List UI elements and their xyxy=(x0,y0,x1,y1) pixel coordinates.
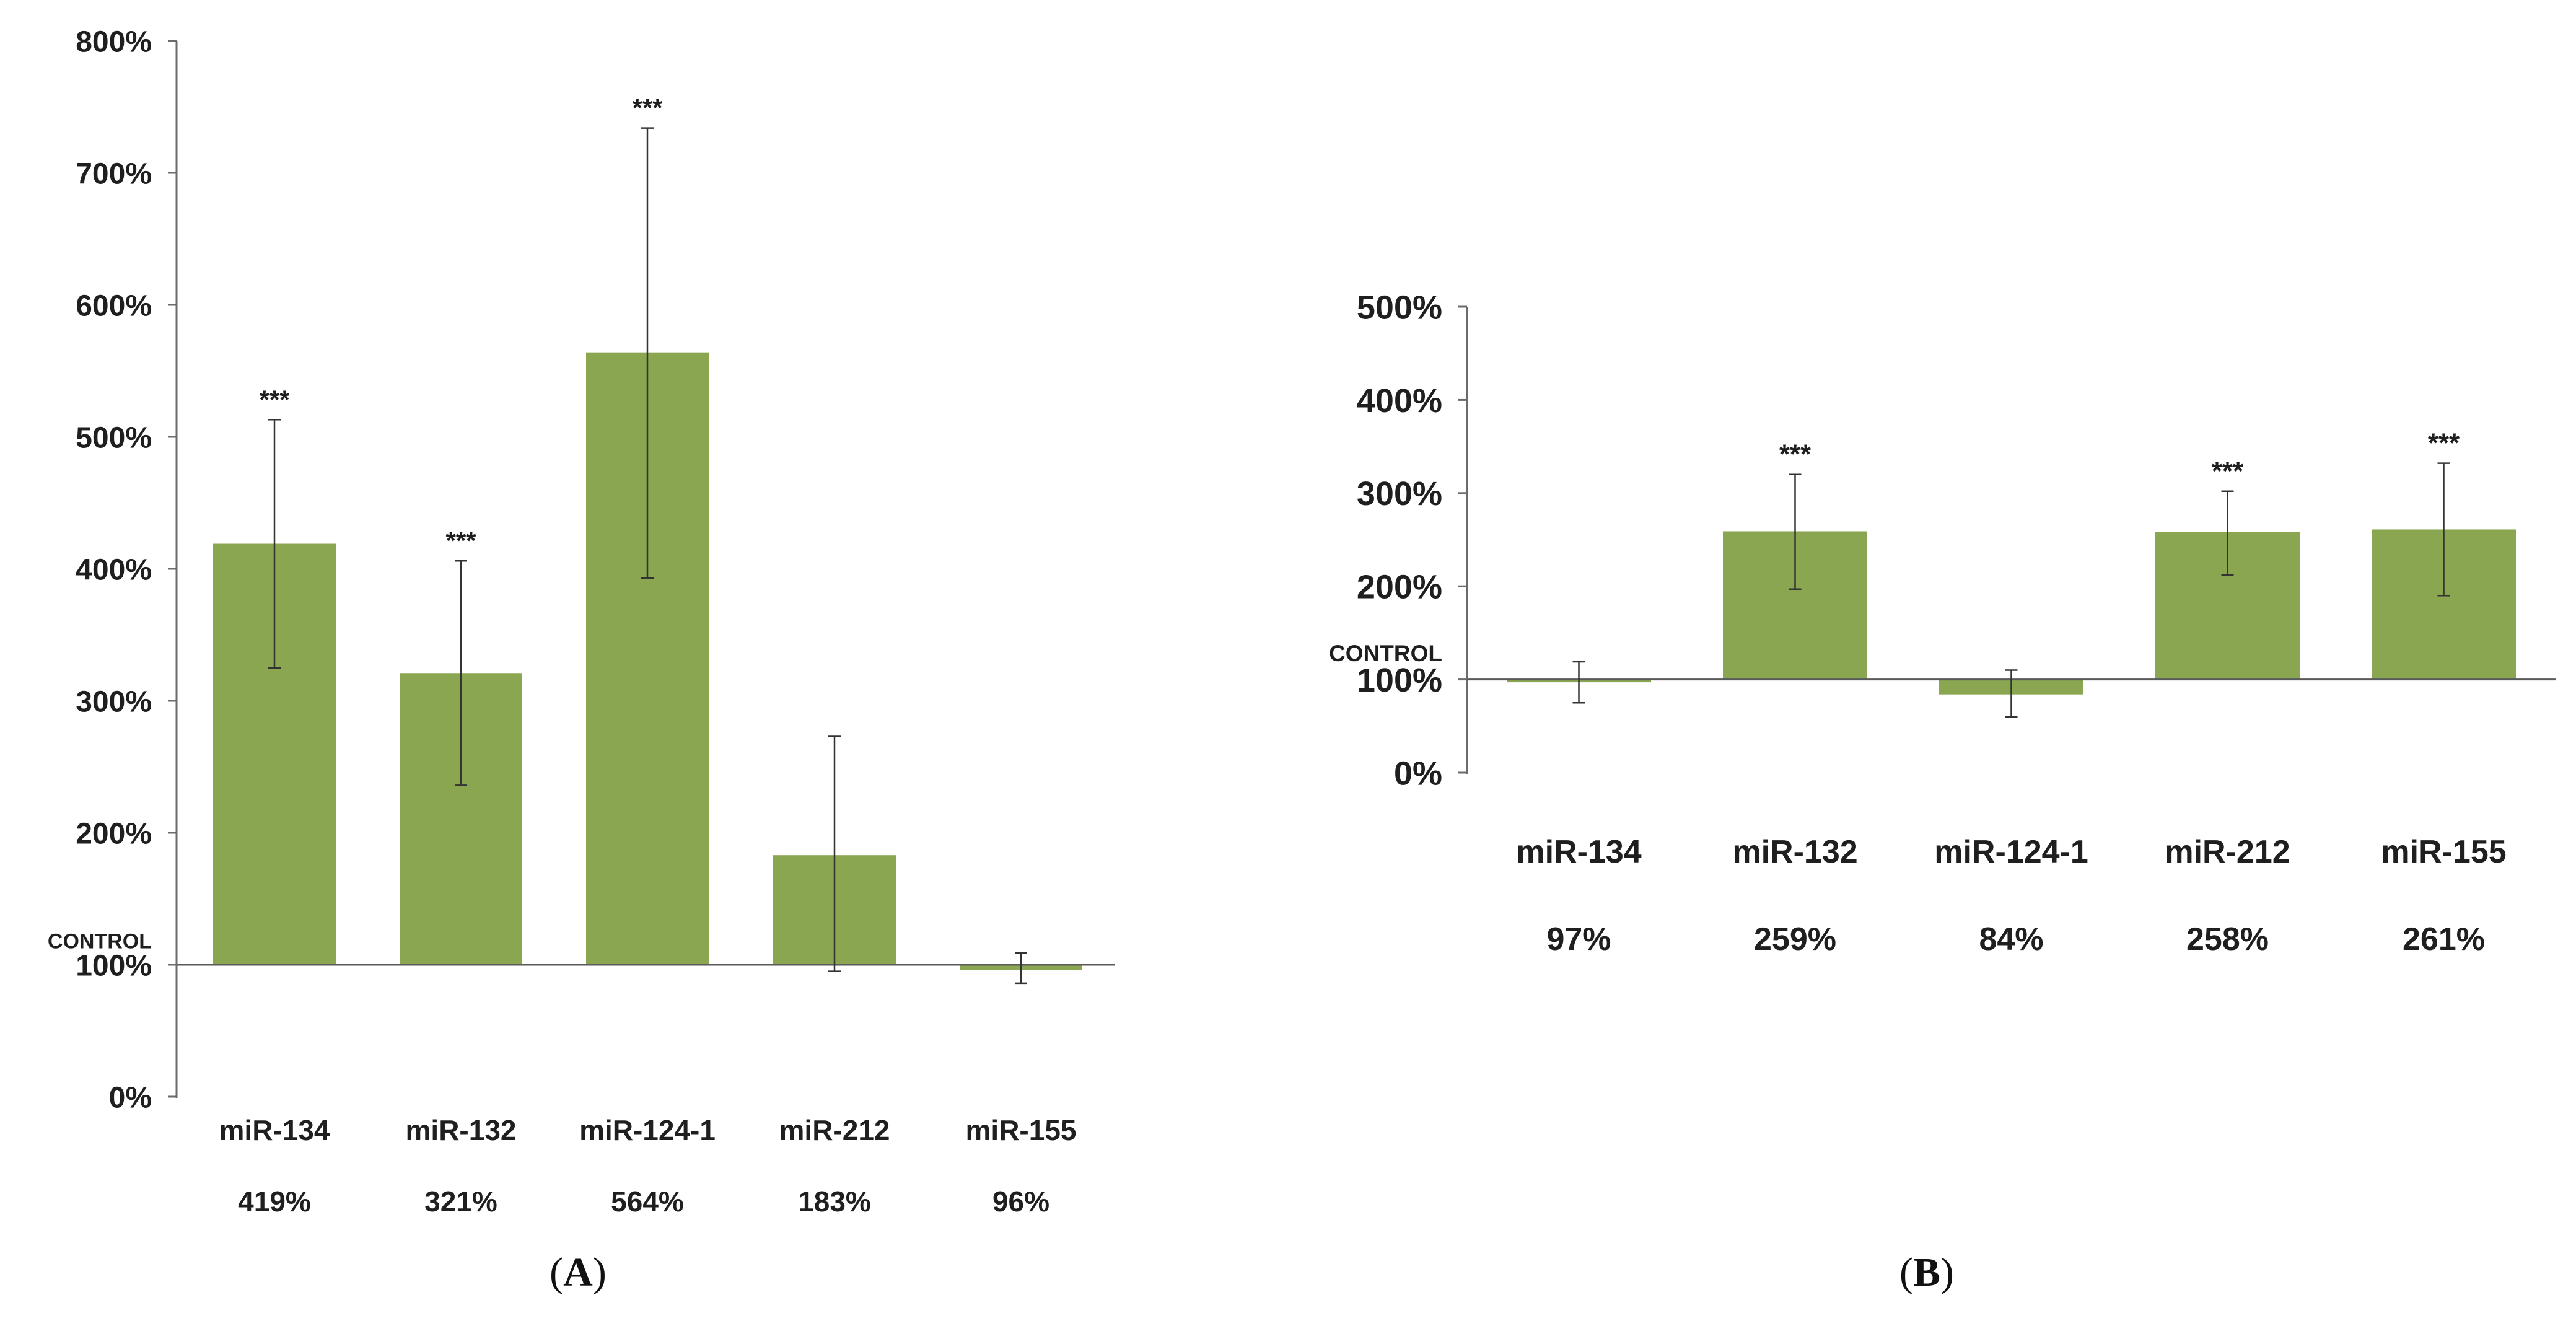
value-label: 419% xyxy=(238,1185,311,1218)
control-label: CONTROL xyxy=(1329,641,1442,666)
significance-mark: *** xyxy=(445,526,476,555)
y-tick-label: 0% xyxy=(1394,755,1442,792)
significance-mark: *** xyxy=(1779,439,1812,470)
value-label: 183% xyxy=(798,1185,871,1218)
panel-label: (B) xyxy=(1899,1250,1954,1295)
control-label: CONTROL xyxy=(48,930,152,954)
y-tick-label: 200% xyxy=(76,817,152,850)
y-tick-label: 400% xyxy=(76,553,152,586)
significance-mark: *** xyxy=(2428,428,2460,459)
category-label: miR-134 xyxy=(219,1114,330,1146)
y-tick-label: 800% xyxy=(76,25,152,58)
y-tick-label: 0% xyxy=(109,1081,152,1114)
panel-a-chart: 0% 100% 200% 300% 400% 500% 600% 700% 800% CONTRO… xyxy=(48,25,1115,1295)
value-label: 258% xyxy=(2186,921,2269,957)
category-label: miR-134 xyxy=(1516,834,1641,870)
category-label: miR-132 xyxy=(406,1114,517,1146)
category-label: miR-132 xyxy=(1732,834,1857,870)
value-label: 96% xyxy=(992,1185,1049,1218)
category-label: miR-124-1 xyxy=(579,1114,716,1146)
y-tick-label: 500% xyxy=(1357,289,1442,326)
y-tick-label: 600% xyxy=(76,289,152,322)
y-tick-label: 500% xyxy=(76,421,152,454)
category-label: miR-155 xyxy=(966,1114,1077,1146)
category-label: miR-212 xyxy=(2165,834,2290,870)
significance-mark: *** xyxy=(2212,456,2244,486)
y-tick-label: 300% xyxy=(76,685,152,718)
value-label: 259% xyxy=(1754,921,1836,957)
y-tick-label: 300% xyxy=(1357,475,1442,512)
y-tick-label: 700% xyxy=(76,157,152,190)
y-tick-label: 100% xyxy=(1357,662,1442,699)
significance-mark: *** xyxy=(632,94,663,123)
value-label: 261% xyxy=(2403,921,2485,957)
category-label: miR-155 xyxy=(2381,834,2506,870)
y-tick-label: 400% xyxy=(1357,382,1442,419)
y-tick-label: 100% xyxy=(76,949,152,982)
panel-label: (A) xyxy=(550,1250,607,1295)
value-label: 84% xyxy=(1979,921,2043,957)
value-label: 564% xyxy=(611,1185,684,1218)
category-label: miR-124-1 xyxy=(1934,834,2088,870)
significance-mark: *** xyxy=(259,385,290,414)
value-label: 321% xyxy=(424,1185,497,1218)
value-label: 97% xyxy=(1546,921,1611,957)
panel-b-chart: 0% 100% 200% 300% 400% 500% CONTROL *** *** *** mi… xyxy=(1329,289,2556,1295)
category-label: miR-212 xyxy=(779,1114,890,1146)
y-tick-label: 200% xyxy=(1357,569,1442,606)
